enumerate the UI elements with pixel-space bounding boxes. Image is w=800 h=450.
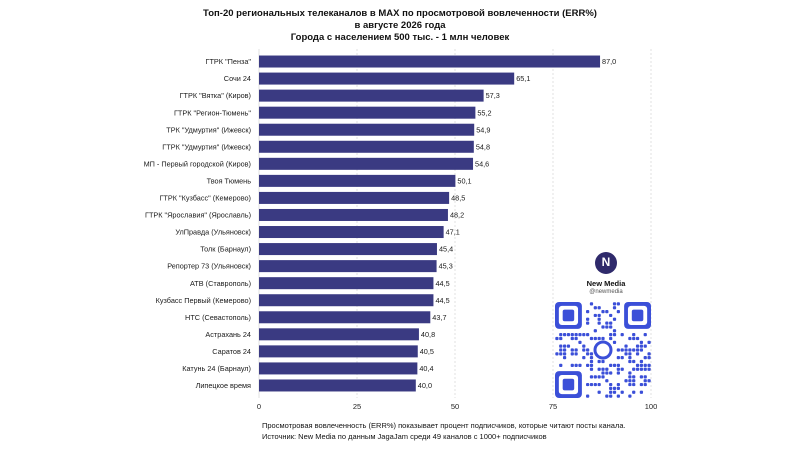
category-label: ГТРК "Вятка" (Киров) xyxy=(180,91,251,100)
value-label: 48,5 xyxy=(451,194,465,203)
value-label: 57,3 xyxy=(486,91,500,100)
category-label: ГТРК "Кузбасс" (Кемерово) xyxy=(159,194,251,203)
new-media-logo-icon: N xyxy=(595,252,617,274)
footnote: Просмотровая вовлеченность (ERR%) показы… xyxy=(262,420,626,442)
value-label: 44,5 xyxy=(435,296,449,305)
bar xyxy=(259,226,444,239)
bar xyxy=(259,106,476,119)
category-label: Репортер 73 (Ульяновск) xyxy=(167,262,251,271)
bar xyxy=(259,328,419,341)
brand-handle: @newmedia xyxy=(589,289,623,295)
category-label: АТВ (Ставрополь) xyxy=(190,279,251,288)
category-label: ГТРК "Регион-Тюмень" xyxy=(174,108,251,117)
value-label: 55,2 xyxy=(477,108,491,117)
category-label: Катунь 24 (Барнаул) xyxy=(182,364,251,373)
bar xyxy=(259,311,431,324)
footnote-line-1: Просмотровая вовлеченность (ERR%) показы… xyxy=(262,421,626,430)
title-line-2: в августе 2026 года xyxy=(354,20,446,31)
category-label: НТС (Севастополь) xyxy=(185,313,251,322)
category-label: ГТРК "Ярославия" (Ярославль) xyxy=(145,211,251,220)
value-label: 45,4 xyxy=(439,245,453,254)
bar xyxy=(259,208,448,221)
brand-name: New Media xyxy=(586,279,626,288)
bar xyxy=(259,157,474,170)
category-label: Кузбасс Первый (Кемерово) xyxy=(156,296,251,305)
bar xyxy=(259,89,484,102)
x-tick-label: 75 xyxy=(549,402,557,411)
bar xyxy=(259,260,437,273)
category-label: Сочи 24 xyxy=(224,74,251,83)
value-label: 50,1 xyxy=(457,176,471,185)
title-line-1: Топ-20 региональных телеканалов в MAX по… xyxy=(203,8,597,19)
bar xyxy=(259,123,475,136)
value-label: 45,3 xyxy=(439,262,453,271)
value-label: 47,1 xyxy=(446,228,460,237)
value-label: 40,4 xyxy=(419,364,433,373)
category-label: ГТРК "Удмуртия" (Ижевск) xyxy=(162,142,251,151)
value-label: 40,5 xyxy=(420,347,434,356)
value-label: 65,1 xyxy=(516,74,530,83)
category-label: УлПравда (Ульяновск) xyxy=(175,228,251,237)
bar xyxy=(259,345,418,358)
bar xyxy=(259,243,437,256)
bar xyxy=(259,191,450,204)
category-label: ГТРК "Пенза" xyxy=(206,57,252,66)
category-label: Астрахань 24 xyxy=(205,330,251,339)
bar xyxy=(259,379,416,392)
bar xyxy=(259,55,601,68)
title-line-3: Города с населением 500 тыс. - 1 млн чел… xyxy=(290,32,510,43)
value-label: 54,6 xyxy=(475,159,489,168)
category-label: МП - Первый городской (Киров) xyxy=(144,159,251,168)
category-label: ТРК "Удмуртия" (Ижевск) xyxy=(166,125,251,134)
chart-title: Топ-20 региональных телеканалов в MAX по… xyxy=(0,8,800,44)
category-label: Толк (Барнаул) xyxy=(200,245,251,254)
value-label: 43,7 xyxy=(432,313,446,322)
qr-code-icon xyxy=(555,302,651,398)
brand-block: N New Media @newmedia xyxy=(571,252,641,295)
bar xyxy=(259,294,434,307)
category-label: Саратов 24 xyxy=(212,347,251,356)
category-label: Твоя Тюмень xyxy=(207,176,252,185)
x-tick-label: 100 xyxy=(645,402,658,411)
value-label: 54,9 xyxy=(476,125,490,134)
bar xyxy=(259,174,456,187)
bar xyxy=(259,277,434,290)
value-label: 44,5 xyxy=(435,279,449,288)
category-label: Липецкое время xyxy=(196,381,251,390)
value-label: 87,0 xyxy=(602,57,616,66)
bar xyxy=(259,72,515,85)
x-tick-label: 0 xyxy=(257,402,261,411)
bar xyxy=(259,140,474,153)
value-label: 40,8 xyxy=(421,330,435,339)
x-tick-label: 50 xyxy=(451,402,459,411)
value-label: 48,2 xyxy=(450,211,464,220)
value-label: 40,0 xyxy=(418,381,432,390)
bar xyxy=(259,362,418,375)
x-tick-label: 25 xyxy=(353,402,361,411)
footnote-line-2: Источник: New Media по данным JagaJam ср… xyxy=(262,432,547,441)
logo-letter: N xyxy=(601,255,611,269)
value-label: 54,8 xyxy=(476,142,490,151)
